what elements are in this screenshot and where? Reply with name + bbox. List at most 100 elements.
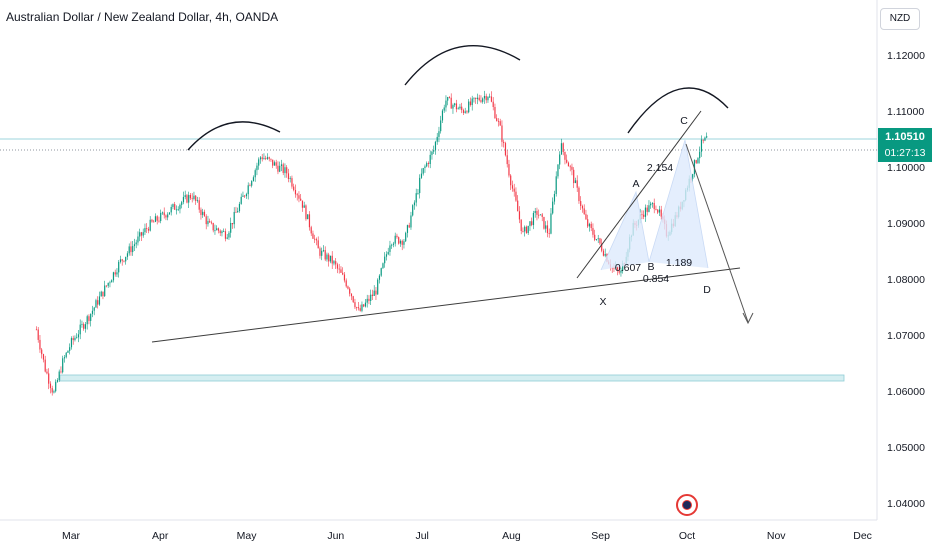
candle-body <box>72 338 74 341</box>
candle-body <box>35 329 38 331</box>
candle-body <box>601 243 603 251</box>
harmonic-pattern[interactable] <box>600 139 709 271</box>
candle-body <box>181 202 183 205</box>
candle-body <box>700 139 703 152</box>
candle-body <box>613 267 615 269</box>
candle-body <box>534 210 536 213</box>
head-shoulder-arc-right[interactable] <box>627 87 729 134</box>
candle-body <box>170 206 172 213</box>
candle-body <box>616 266 619 270</box>
candle-body <box>352 296 354 303</box>
candle-body <box>513 188 515 192</box>
candle-body <box>571 166 573 170</box>
candle-body <box>328 254 330 262</box>
candle-body <box>277 165 279 172</box>
candle-body <box>697 158 699 163</box>
candle-body <box>324 250 326 260</box>
candle-body <box>137 236 139 243</box>
candle-body <box>604 254 606 256</box>
candle-body <box>597 238 599 240</box>
candle-body <box>450 97 452 109</box>
candle-body <box>370 294 372 301</box>
pattern-triangle-xab <box>601 192 649 270</box>
price-tick-label: 1.05000 <box>887 442 925 454</box>
head-shoulder-arc-left[interactable] <box>187 121 281 151</box>
candle-body <box>487 96 489 101</box>
candle-body <box>405 232 407 242</box>
candle-body <box>175 209 178 211</box>
candle-body <box>389 245 391 252</box>
candle-body <box>98 296 101 305</box>
candle-body <box>482 98 484 102</box>
candle-body <box>503 141 505 144</box>
candle-body <box>144 228 146 233</box>
candle-body <box>494 106 496 119</box>
candle-body <box>95 300 97 308</box>
candle-body <box>375 290 377 295</box>
candle-body <box>380 268 382 276</box>
projection-line[interactable] <box>685 143 749 323</box>
candle-body <box>51 388 53 393</box>
tradingview-logo-icon[interactable] <box>676 494 698 516</box>
candle-body <box>648 205 650 212</box>
ratio-label-2154: 2.154 <box>647 162 673 174</box>
candle-body <box>531 221 533 226</box>
candle-body <box>233 211 235 225</box>
candle-body <box>312 233 314 239</box>
candle-body <box>455 103 458 110</box>
candle-body <box>538 214 540 216</box>
candle-body <box>427 163 430 165</box>
candle-body <box>331 255 333 264</box>
head-shoulder-arc-center[interactable] <box>404 45 521 86</box>
candle-body <box>230 222 232 233</box>
candle-body <box>149 219 151 231</box>
candle-body <box>301 200 304 208</box>
candle-body <box>434 141 437 151</box>
candle-body <box>62 358 64 373</box>
candle-body <box>706 136 708 138</box>
candle-body <box>163 212 165 216</box>
candle-body <box>466 111 468 113</box>
candle-body <box>660 209 662 217</box>
candle-body <box>392 243 395 245</box>
candle-body <box>69 347 71 351</box>
candle-body <box>161 212 164 214</box>
candle-body <box>193 195 195 199</box>
candle-body <box>594 234 596 240</box>
pattern-label-x: X <box>599 296 606 308</box>
candle-body <box>518 211 521 220</box>
candle-body <box>343 274 346 281</box>
candle-body <box>475 97 477 99</box>
support-zone[interactable] <box>59 374 845 382</box>
candle-body <box>130 246 132 253</box>
candle-body <box>84 324 87 329</box>
candle-body <box>156 216 158 221</box>
candle-body <box>97 300 99 305</box>
currency-button[interactable]: NZD <box>880 8 920 30</box>
pattern-label-c: C <box>680 115 688 127</box>
candle-body <box>60 371 62 373</box>
candle-body <box>151 219 153 222</box>
candle-body <box>228 232 230 238</box>
candle-body <box>440 120 442 132</box>
candle-body <box>361 304 363 311</box>
price-axis[interactable]: 1.04000 1.05000 1.06000 1.07000 1.08000 1.090… <box>887 50 925 510</box>
candle-body <box>359 308 361 311</box>
pattern-label-b: B <box>647 261 654 273</box>
ascending-trendline[interactable] <box>151 267 741 343</box>
candle-body <box>401 240 403 245</box>
candle-body <box>128 246 130 254</box>
candle-body <box>37 329 39 340</box>
candle-body <box>104 285 106 297</box>
candle-body <box>238 203 241 212</box>
candle-body <box>294 189 297 195</box>
time-axis[interactable]: Mar Apr May Jun Jul Aug Sep Oct Nov Dec <box>62 530 872 542</box>
candle-body <box>695 160 697 163</box>
candle-body <box>345 280 347 287</box>
rising-channel-line[interactable] <box>576 110 702 279</box>
candle-body <box>158 220 160 222</box>
candle-body <box>335 261 337 265</box>
candle-body <box>135 242 137 245</box>
candle-body <box>179 204 181 210</box>
